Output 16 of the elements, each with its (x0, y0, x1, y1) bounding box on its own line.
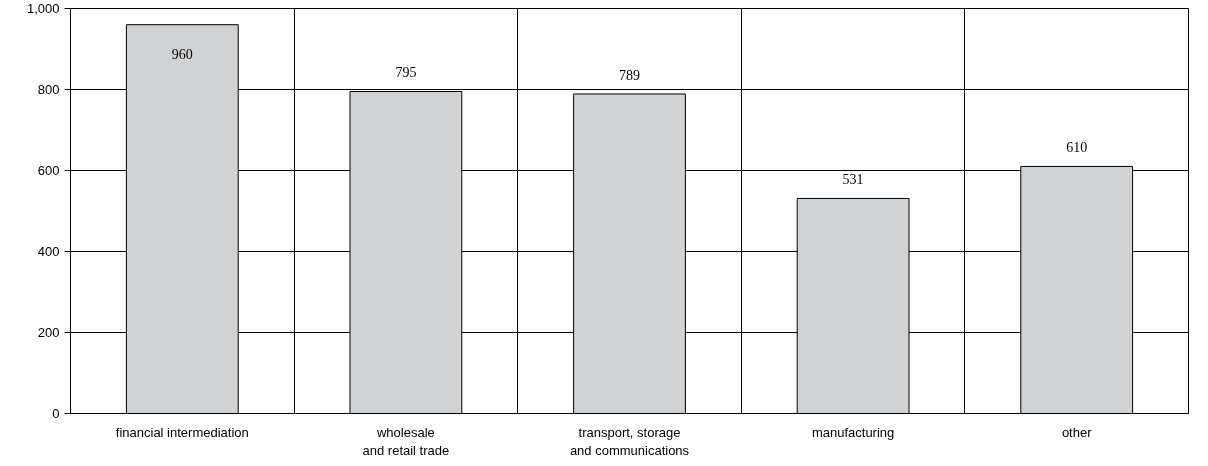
y-tick-label: 800 (37, 82, 60, 97)
x-tick-label: transport, storage and communications (569, 424, 690, 458)
y-tick-label: 200 (37, 325, 60, 340)
x-tick-label: wholesale and retail trade (362, 424, 450, 458)
data-label: 795 (395, 65, 417, 81)
y-tick-label: 400 (37, 244, 60, 259)
data-label: 789 (619, 67, 640, 83)
data-label: 960 (171, 47, 193, 63)
y-tick-label: 600 (37, 163, 60, 178)
x-tick-label: other (1061, 424, 1093, 440)
data-label: 610 (1066, 140, 1088, 156)
x-tick-label: manufacturing (811, 424, 895, 440)
y-tick-label: 0 (52, 406, 60, 421)
data-label: 531 (842, 172, 864, 188)
y-tick-label: 1,000 (26, 1, 60, 16)
x-tick-label: financial intermediation (115, 424, 249, 440)
